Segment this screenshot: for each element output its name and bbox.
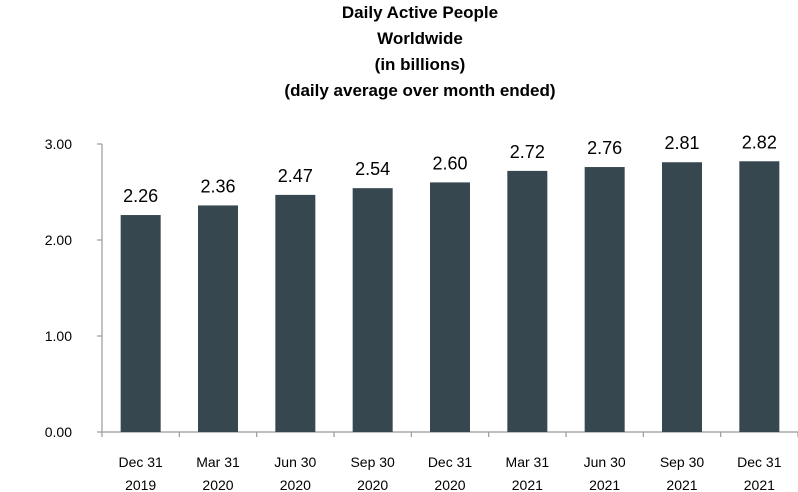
x-tick-label: 2021 xyxy=(744,477,775,492)
data-label: 2.60 xyxy=(432,153,467,173)
x-tick-label: 2020 xyxy=(280,477,311,492)
bar xyxy=(662,162,702,433)
chart-title-line: Worldwide xyxy=(377,29,463,48)
data-label: 2.47 xyxy=(278,166,313,186)
data-label: 2.81 xyxy=(664,133,699,153)
bar xyxy=(120,215,161,432)
x-tick-label: Sep 30 xyxy=(350,454,395,470)
x-tick-label: 2021 xyxy=(589,477,620,492)
y-tick-label: 3.00 xyxy=(45,136,72,152)
x-tick-label: Dec 31 xyxy=(118,454,163,470)
data-label: 2.82 xyxy=(742,132,777,152)
x-tick-label: Jun 30 xyxy=(584,454,626,470)
bar xyxy=(739,161,780,432)
bar xyxy=(198,205,238,432)
x-tick-label: 2020 xyxy=(434,477,465,492)
data-label: 2.36 xyxy=(200,176,235,196)
x-tick-label: Sep 30 xyxy=(660,454,705,470)
bar xyxy=(584,167,625,433)
x-tick-label: Mar 31 xyxy=(196,454,240,470)
y-tick-label: 2.00 xyxy=(45,232,72,248)
data-label: 2.54 xyxy=(355,159,390,179)
bar xyxy=(430,182,470,432)
data-label: 2.72 xyxy=(510,142,545,162)
x-tick-label: 2020 xyxy=(202,477,233,492)
x-tick-label: Jun 30 xyxy=(274,454,316,470)
data-label: 2.76 xyxy=(587,138,622,158)
y-tick-label: 1.00 xyxy=(45,328,72,344)
chart-title-line: (in billions) xyxy=(374,55,466,74)
x-tick-label: 2020 xyxy=(357,477,388,492)
x-tick-label: 2021 xyxy=(512,477,543,492)
bar xyxy=(352,188,393,432)
data-label: 2.26 xyxy=(123,186,158,206)
bar xyxy=(507,170,548,432)
x-tick-label: Dec 31 xyxy=(428,454,473,470)
chart-title: Daily Active People Worldwide (in billio… xyxy=(0,0,798,104)
x-tick-label: 2021 xyxy=(666,477,697,492)
x-tick-label: Mar 31 xyxy=(506,454,550,470)
x-tick-label: Dec 31 xyxy=(737,454,782,470)
bar xyxy=(275,194,316,432)
chart-title-line: Daily Active People xyxy=(341,3,499,22)
chart-title-line: (daily average over month ended) xyxy=(284,81,556,100)
x-tick-label: 2019 xyxy=(125,477,156,492)
y-tick-label: 0.00 xyxy=(45,424,72,440)
